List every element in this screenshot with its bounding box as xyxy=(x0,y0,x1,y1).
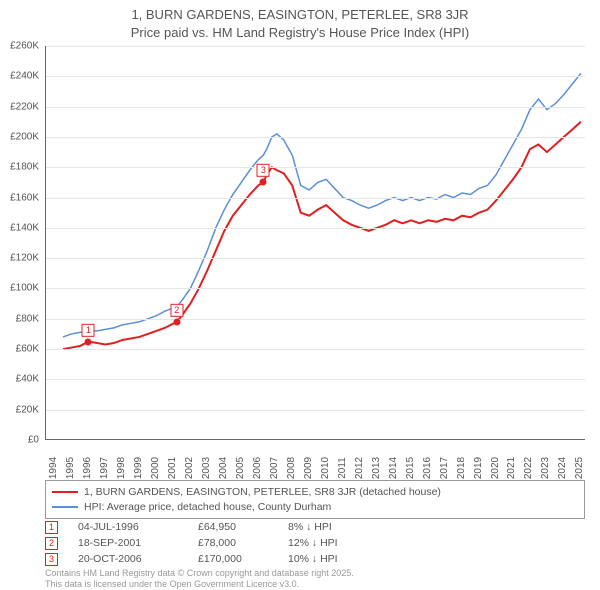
marker-table: 1 04-JUL-1996 £64,950 8% ↓ HPI 2 18-SEP-2001 £… xyxy=(45,520,378,567)
x-tick-label: 2007 xyxy=(269,457,280,479)
legend-item: HPI: Average price, detached house, Coun… xyxy=(52,500,578,515)
x-tick-label: 2001 xyxy=(167,457,178,479)
y-tick-label: £260K xyxy=(10,41,39,52)
marker-dot xyxy=(85,338,92,345)
gridline xyxy=(46,258,585,259)
marker-date: 18-SEP-2001 xyxy=(78,536,178,552)
x-tick-label: 1996 xyxy=(82,457,93,479)
x-tick-label: 1999 xyxy=(133,457,144,479)
marker-price: £170,000 xyxy=(198,552,268,568)
x-tick-label: 2010 xyxy=(320,457,331,479)
x-tick-label: 2023 xyxy=(540,457,551,479)
x-tick-label: 2003 xyxy=(201,457,212,479)
x-tick-label: 1998 xyxy=(116,457,127,479)
x-tick-label: 1997 xyxy=(99,457,110,479)
title-line-1: 1, BURN GARDENS, EASINGTON, PETERLEE, SR… xyxy=(0,6,600,24)
gridline xyxy=(46,46,585,47)
legend-item: 1, BURN GARDENS, EASINGTON, PETERLEE, SR… xyxy=(52,485,578,500)
gridline xyxy=(46,410,585,411)
x-tick-label: 2012 xyxy=(354,457,365,479)
x-tick-label: 2011 xyxy=(337,457,348,479)
y-axis: £0£20K£40K£60K£80K£100K£120K£140K£160K£1… xyxy=(0,46,42,440)
marker-date: 20-OCT-2006 xyxy=(78,552,178,568)
x-tick-label: 2018 xyxy=(456,457,467,479)
marker-pct: 8% ↓ HPI xyxy=(288,520,378,536)
y-tick-label: £40K xyxy=(16,374,39,385)
marker-pct: 12% ↓ HPI xyxy=(288,536,378,552)
gridline xyxy=(46,167,585,168)
y-tick-label: £180K xyxy=(10,162,39,173)
marker-label: 3 xyxy=(257,164,270,177)
footnote-line: This data is licensed under the Open Gov… xyxy=(45,579,354,590)
legend-swatch xyxy=(52,506,78,508)
y-tick-label: £0 xyxy=(28,435,39,446)
y-tick-label: £80K xyxy=(16,313,39,324)
marker-dot xyxy=(173,318,180,325)
x-tick-label: 2024 xyxy=(557,457,568,479)
gridline xyxy=(46,137,585,138)
marker-pct: 10% ↓ HPI xyxy=(288,552,378,568)
x-tick-label: 2016 xyxy=(422,457,433,479)
gridline xyxy=(46,198,585,199)
legend-swatch xyxy=(52,491,78,493)
footnote-line: Contains HM Land Registry data © Crown c… xyxy=(45,568,354,579)
x-tick-label: 2013 xyxy=(371,457,382,479)
x-tick-label: 1994 xyxy=(48,457,59,479)
marker-num: 2 xyxy=(45,537,58,550)
marker-table-row: 3 20-OCT-2006 £170,000 10% ↓ HPI xyxy=(45,552,378,568)
plot-area: 1 2 3 xyxy=(45,46,585,440)
footnote: Contains HM Land Registry data © Crown c… xyxy=(45,568,354,590)
marker-dot xyxy=(260,179,267,186)
x-tick-label: 2019 xyxy=(473,457,484,479)
gridline xyxy=(46,379,585,380)
x-tick-label: 2005 xyxy=(235,457,246,479)
x-tick-label: 2008 xyxy=(286,457,297,479)
x-tick-label: 1995 xyxy=(65,457,76,479)
x-tick-label: 2020 xyxy=(490,457,501,479)
gridline xyxy=(46,76,585,77)
x-tick-label: 2004 xyxy=(218,457,229,479)
x-tick-label: 2015 xyxy=(405,457,416,479)
legend: 1, BURN GARDENS, EASINGTON, PETERLEE, SR… xyxy=(45,480,585,519)
x-tick-label: 2002 xyxy=(184,457,195,479)
chart-title: 1, BURN GARDENS, EASINGTON, PETERLEE, SR… xyxy=(0,0,600,41)
legend-label: 1, BURN GARDENS, EASINGTON, PETERLEE, SR… xyxy=(84,485,441,500)
marker-num: 1 xyxy=(45,521,58,534)
marker-num: 3 xyxy=(45,553,58,566)
y-tick-label: £140K xyxy=(10,222,39,233)
price-chart: 1, BURN GARDENS, EASINGTON, PETERLEE, SR… xyxy=(0,0,600,590)
gridline xyxy=(46,349,585,350)
marker-label: 1 xyxy=(82,323,95,336)
y-tick-label: £160K xyxy=(10,192,39,203)
x-tick-label: 2000 xyxy=(150,457,161,479)
marker-table-row: 1 04-JUL-1996 £64,950 8% ↓ HPI xyxy=(45,520,378,536)
marker-table-row: 2 18-SEP-2001 £78,000 12% ↓ HPI xyxy=(45,536,378,552)
y-tick-label: £60K xyxy=(16,344,39,355)
x-tick-label: 2009 xyxy=(303,457,314,479)
marker-price: £78,000 xyxy=(198,536,268,552)
gridline xyxy=(46,107,585,108)
gridline xyxy=(46,288,585,289)
gridline xyxy=(46,228,585,229)
marker-label: 2 xyxy=(170,304,183,317)
x-tick-label: 2017 xyxy=(439,457,450,479)
marker-price: £64,950 xyxy=(198,520,268,536)
series-line xyxy=(63,122,581,349)
title-line-2: Price paid vs. HM Land Registry's House … xyxy=(0,24,600,42)
y-tick-label: £100K xyxy=(10,283,39,294)
x-tick-label: 2022 xyxy=(523,457,534,479)
y-tick-label: £220K xyxy=(10,101,39,112)
y-tick-label: £200K xyxy=(10,131,39,142)
x-tick-label: 2006 xyxy=(252,457,263,479)
y-tick-label: £120K xyxy=(10,253,39,264)
series-line xyxy=(63,73,581,337)
y-tick-label: £20K xyxy=(16,404,39,415)
x-tick-label: 2014 xyxy=(388,457,399,479)
x-tick-label: 2021 xyxy=(506,457,517,479)
legend-label: HPI: Average price, detached house, Coun… xyxy=(84,500,331,515)
y-tick-label: £240K xyxy=(10,71,39,82)
x-tick-label: 2025 xyxy=(574,457,585,479)
marker-date: 04-JUL-1996 xyxy=(78,520,178,536)
gridline xyxy=(46,319,585,320)
